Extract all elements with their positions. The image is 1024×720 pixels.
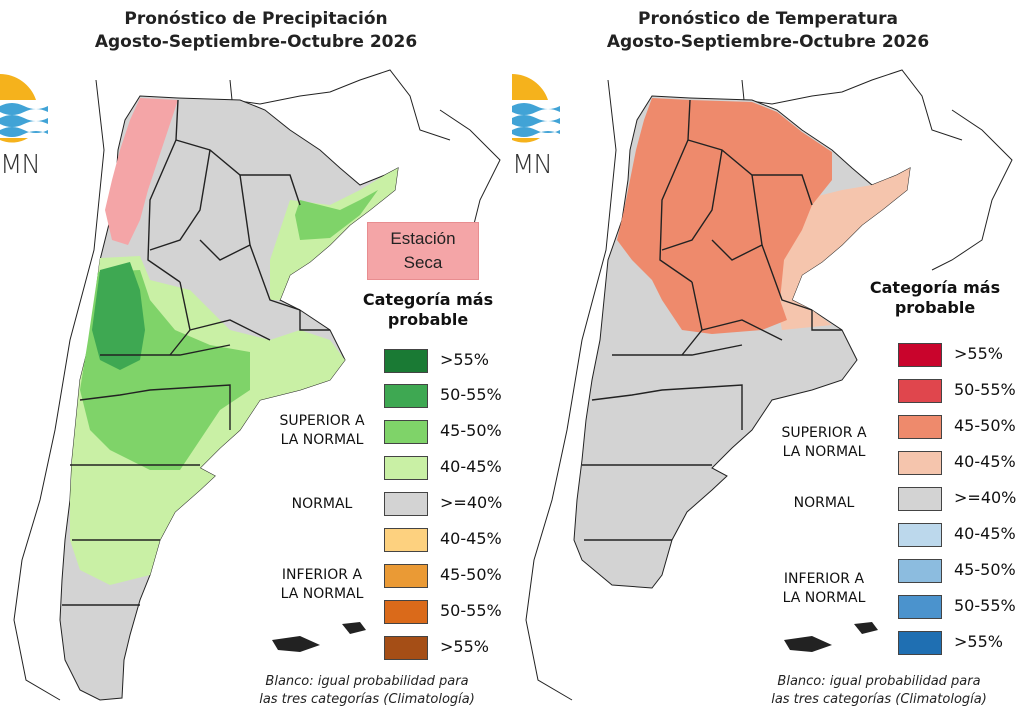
above-normal-line1: SUPERIOR A [279,413,365,429]
malvinas-island [342,622,366,634]
legend-label: 45-50% [954,416,1016,435]
legend-label: >=40% [954,488,1017,507]
legend-label: 40-45% [954,524,1016,543]
footnote-line1: Blanco: igual probabilidad para [265,674,469,689]
temperature-title-line1: Pronóstico de Temperatura [638,9,898,29]
temperature-normal-label: NORMAL [793,495,855,511]
legend-swatch [384,564,428,588]
above-normal-line1: SUPERIOR A [781,425,867,441]
legend-swatch [384,600,428,624]
legend-swatch [898,631,942,655]
legend-swatch [898,559,942,583]
chile-coast-line [13,79,105,701]
legend-swatch [384,456,428,480]
precip-50-55-west [92,262,145,370]
legend-label: 40-45% [440,457,502,476]
legend-swatch [898,379,942,403]
legend-label: 40-45% [440,529,502,548]
precipitation-title-line1: Pronóstico de Precipitación [124,9,388,29]
temperature-above-normal-label: SUPERIOR A LA NORMAL [774,424,874,462]
legend-swatch [384,384,428,408]
smn-logo-icon [512,74,560,143]
legend-swatch [898,343,942,367]
legend-title-line1: Categoría más [869,278,1001,297]
legend-label: 50-55% [440,385,502,404]
legend-swatch [384,636,428,660]
legend-swatch [384,492,428,516]
legend-label: 45-50% [440,421,502,440]
legend-title-line2: probable [894,298,976,317]
footnote-line2: las tres categorías (Climatología) [259,692,475,707]
below-normal-line1: INFERIOR A [783,571,865,587]
legend-label: 50-55% [440,601,502,620]
below-normal-line2: LA NORMAL [280,586,364,602]
precipitation-below-normal-label: INFERIOR A LA NORMAL [272,566,372,604]
legend-label: >=40% [440,493,503,512]
dry-season-label-box: Estación Seca [367,222,479,280]
legend-swatch [898,451,942,475]
chile-coast-line [525,79,617,701]
temperature-map [525,69,1013,701]
legend-label: >55% [954,344,1003,363]
legend-label: >55% [440,637,489,656]
legend-label: >55% [440,350,489,369]
precipitation-map [13,69,501,701]
tierra-del-fuego-island [784,636,832,652]
below-normal-line2: LA NORMAL [782,590,866,606]
temperature-title: Pronóstico de Temperatura Agosto-Septiem… [512,8,1024,54]
legend-label: 40-45% [954,452,1016,471]
precipitation-legend-title: Categoría más probable [358,290,498,330]
precipitation-panel: Pronóstico de Precipitación Agosto-Septi… [0,8,512,709]
above-normal-line2: LA NORMAL [280,432,364,448]
tierra-del-fuego-island [272,636,320,652]
dry-season-label-line2: Seca [403,253,443,272]
brazil-line [931,109,1013,271]
footnote-line1: Blanco: igual probabilidad para [777,674,981,689]
precip-45-50-north-east [295,190,378,240]
temperature-below-normal-label: INFERIOR A LA NORMAL [774,570,874,608]
province-borders [62,99,330,606]
temperature-footnote: Blanco: igual probabilidad para las tres… [734,673,1024,709]
province-borders [582,99,842,541]
temperature-title-line2: Agosto-Septiembre-Octubre 2026 [606,32,930,52]
temperature-panel: Pronóstico de Temperatura Agosto-Septiem… [512,0,1024,720]
precipitation-title-line2: Agosto-Septiembre-Octubre 2026 [94,32,418,52]
legend-swatch [898,415,942,439]
legend-swatch [898,595,942,619]
legend-swatch [898,487,942,511]
smn-logo-text: MN [0,150,41,180]
legend-label: 45-50% [440,565,502,584]
malvinas-island [854,622,878,634]
footnote-line2: las tres categorías (Climatología) [771,692,987,707]
precipitation-footnote: Blanco: igual probabilidad para las tres… [222,673,512,709]
legend-swatch [384,420,428,444]
dry-season-region [105,98,178,245]
legend-swatch [384,349,428,373]
smn-logo-text: MN [512,150,553,180]
precipitation-normal-label: NORMAL [291,496,353,512]
below-normal-line1: INFERIOR A [281,567,363,583]
legend-swatch [384,528,428,552]
temp-45-50-north [617,98,832,334]
precipitation-title: Pronóstico de Precipitación Agosto-Septi… [0,8,512,54]
legend-label: 50-55% [954,380,1016,399]
above-normal-line2: LA NORMAL [782,444,866,460]
dry-season-label-line1: Estación [390,229,456,248]
legend-title-line1: Categoría más [362,290,494,309]
legend-label: 50-55% [954,596,1016,615]
temperature-legend-title: Categoría más probable [860,278,1010,318]
precipitation-above-normal-label: SUPERIOR A LA NORMAL [272,412,372,450]
smn-logo-icon [0,74,48,143]
legend-label: 45-50% [954,560,1016,579]
legend-label: >55% [954,632,1003,651]
legend-title-line2: probable [387,310,469,329]
legend-swatch [898,523,942,547]
